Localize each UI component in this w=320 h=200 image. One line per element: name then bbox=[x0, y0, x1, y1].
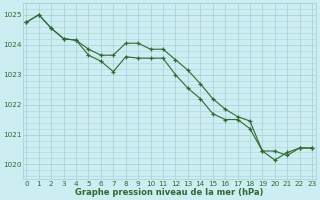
X-axis label: Graphe pression niveau de la mer (hPa): Graphe pression niveau de la mer (hPa) bbox=[75, 188, 263, 197]
